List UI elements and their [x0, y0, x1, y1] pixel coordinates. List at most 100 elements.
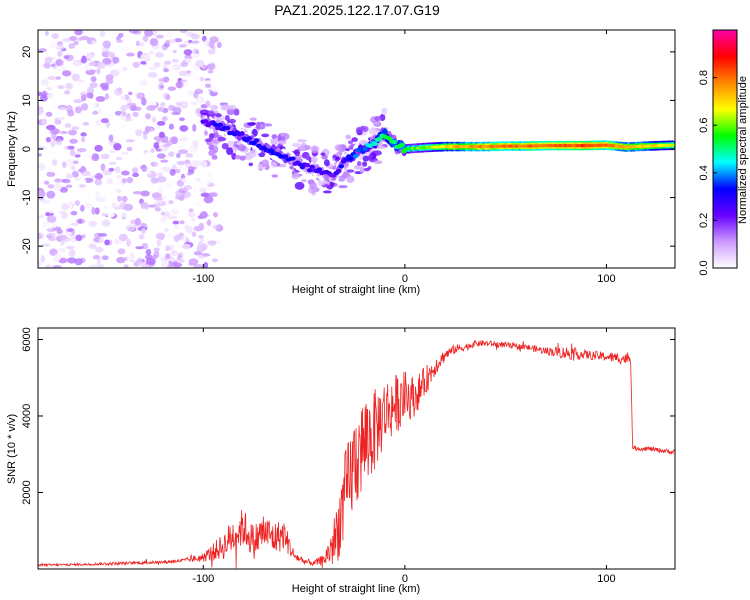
heatmap-cell: [126, 52, 135, 57]
heatmap-ridge-cell: [217, 122, 224, 127]
chart-title: PAZ1.2025.122.17.07.G19: [274, 2, 440, 18]
heatmap-cell: [116, 188, 122, 193]
heatmap-cell: [140, 201, 147, 210]
heatmap-cell: [177, 144, 184, 149]
heatmap-cell: [373, 121, 380, 126]
snr-x-ticks: -100 0 100: [192, 328, 616, 585]
heatmap-cell: [291, 142, 301, 148]
heatmap-cell: [192, 186, 197, 194]
heatmap-cell: [138, 233, 145, 240]
heatmap-cell: [203, 80, 212, 85]
heatmap-cell: [167, 86, 177, 91]
heatmap-cell: [208, 133, 214, 141]
heatmap-cell: [127, 226, 136, 232]
heatmap-cell: [234, 154, 241, 160]
heatmap-cell: [249, 149, 257, 158]
heatmap-cell: [226, 147, 234, 156]
heatmap-cell: [165, 94, 171, 101]
heatmap-cell: [345, 134, 352, 140]
heatmap-cell: [39, 190, 46, 197]
heatmap-cell: [104, 93, 109, 100]
heatmap-cell: [261, 133, 270, 138]
heatmap-cell: [190, 33, 200, 40]
heatmap-cell: [239, 156, 246, 161]
heatmap-cell: [144, 125, 150, 134]
heatmap-cell: [46, 190, 56, 199]
heatmap-cell: [101, 219, 111, 227]
heatmap-ridge-cell: [669, 143, 675, 147]
heatmap-cell: [113, 142, 122, 151]
heatmap-cell: [65, 174, 74, 179]
heatmap-cell: [193, 91, 199, 99]
x-tick-label: 0: [402, 273, 408, 285]
heatmap-cell: [135, 129, 143, 137]
snr-y-ticks: 2000 4000 6000: [21, 327, 675, 505]
heatmap-cell: [60, 130, 68, 135]
heatmap-cell: [92, 110, 99, 115]
heatmap-cell: [110, 69, 120, 77]
heatmap-cell: [81, 94, 87, 102]
heatmap-cell: [46, 215, 57, 223]
heatmap-ridge-cell: [309, 164, 315, 169]
heatmap-cell: [205, 227, 212, 233]
heatmap-cell: [135, 40, 140, 46]
heatmap-cell: [206, 178, 215, 183]
heatmap-cell: [46, 92, 54, 99]
heatmap-cell: [155, 34, 164, 39]
heatmap-cell: [66, 231, 72, 237]
heatmap-cell: [111, 182, 121, 186]
heatmap-cell: [128, 30, 139, 34]
heatmap-cell: [140, 190, 150, 197]
heatmap-cell: [116, 256, 126, 264]
heatmap-cell: [162, 63, 168, 70]
heatmap-cell: [195, 201, 202, 207]
heatmap-cell: [178, 258, 185, 263]
heatmap-cell: [167, 215, 178, 220]
heatmap-cell: [207, 49, 216, 55]
heatmap-cell: [191, 160, 202, 167]
heatmap-cell: [38, 214, 45, 219]
heatmap-cell: [139, 53, 150, 62]
y-tick-label: 6000: [21, 327, 33, 351]
heatmap-ridge-cell: [239, 131, 245, 136]
heatmap-cell: [185, 153, 194, 158]
heatmap-cell: [70, 149, 75, 157]
heatmap-cell: [199, 237, 204, 243]
heatmap-cell: [78, 179, 87, 183]
heatmap-cell: [100, 163, 106, 171]
heatmap-cell: [321, 154, 328, 160]
heatmap-cell: [121, 151, 129, 155]
heatmap-cell: [183, 49, 193, 56]
heatmap-cell: [47, 75, 57, 81]
heatmap-cell: [120, 95, 127, 100]
heatmap-cell: [94, 178, 103, 186]
heatmap-cell: [197, 241, 203, 248]
heatmap-cell: [195, 96, 205, 104]
heatmap-cell: [210, 85, 221, 93]
heatmap-cell: [71, 126, 80, 131]
heatmap-cell: [141, 97, 147, 106]
heatmap-cell: [217, 136, 227, 142]
heatmap-cell: [210, 104, 219, 111]
heatmap-cell: [57, 247, 67, 253]
heatmap-cell: [255, 125, 266, 130]
heatmap-cell: [180, 136, 188, 142]
heatmap-cell: [165, 30, 174, 37]
heatmap-cell: [141, 164, 148, 173]
heatmap-cell: [116, 39, 123, 43]
heatmap-cell: [160, 76, 169, 83]
heatmap-cell: [67, 109, 75, 117]
heatmap-cell: [147, 188, 155, 192]
heatmap-cell: [101, 85, 109, 91]
heatmap-cell: [351, 137, 358, 142]
heatmap-cell: [172, 49, 177, 54]
heatmap-cell: [38, 196, 45, 201]
heatmap-cell: [180, 30, 188, 34]
heatmap-cell: [76, 147, 87, 153]
y-tick-label: -20: [21, 238, 33, 254]
heatmap-cell: [145, 113, 152, 120]
heatmap-cell: [99, 30, 106, 37]
heatmap-cell: [176, 152, 181, 159]
heatmap-ridge-cell: [377, 136, 383, 141]
heatmap-cell: [49, 248, 58, 256]
